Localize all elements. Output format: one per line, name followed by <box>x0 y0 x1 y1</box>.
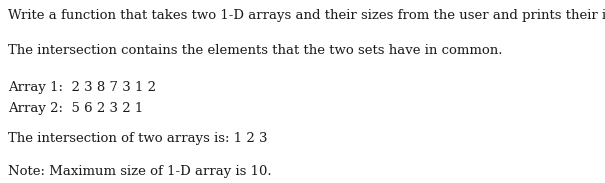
Text: The intersection contains the elements that the two sets have in common.: The intersection contains the elements t… <box>8 44 502 57</box>
Text: Note: Maximum size of 1-D array is 10.: Note: Maximum size of 1-D array is 10. <box>8 165 272 178</box>
Text: Array 1:  2 3 8 7 3 1 2: Array 1: 2 3 8 7 3 1 2 <box>8 81 156 94</box>
Text: The intersection of two arrays is: 1 2 3: The intersection of two arrays is: 1 2 3 <box>8 132 267 145</box>
Text: Write a function that takes two 1-D arrays and their sizes from the user and pri: Write a function that takes two 1-D arra… <box>8 9 605 22</box>
Text: Array 2:  5 6 2 3 2 1: Array 2: 5 6 2 3 2 1 <box>8 102 143 115</box>
